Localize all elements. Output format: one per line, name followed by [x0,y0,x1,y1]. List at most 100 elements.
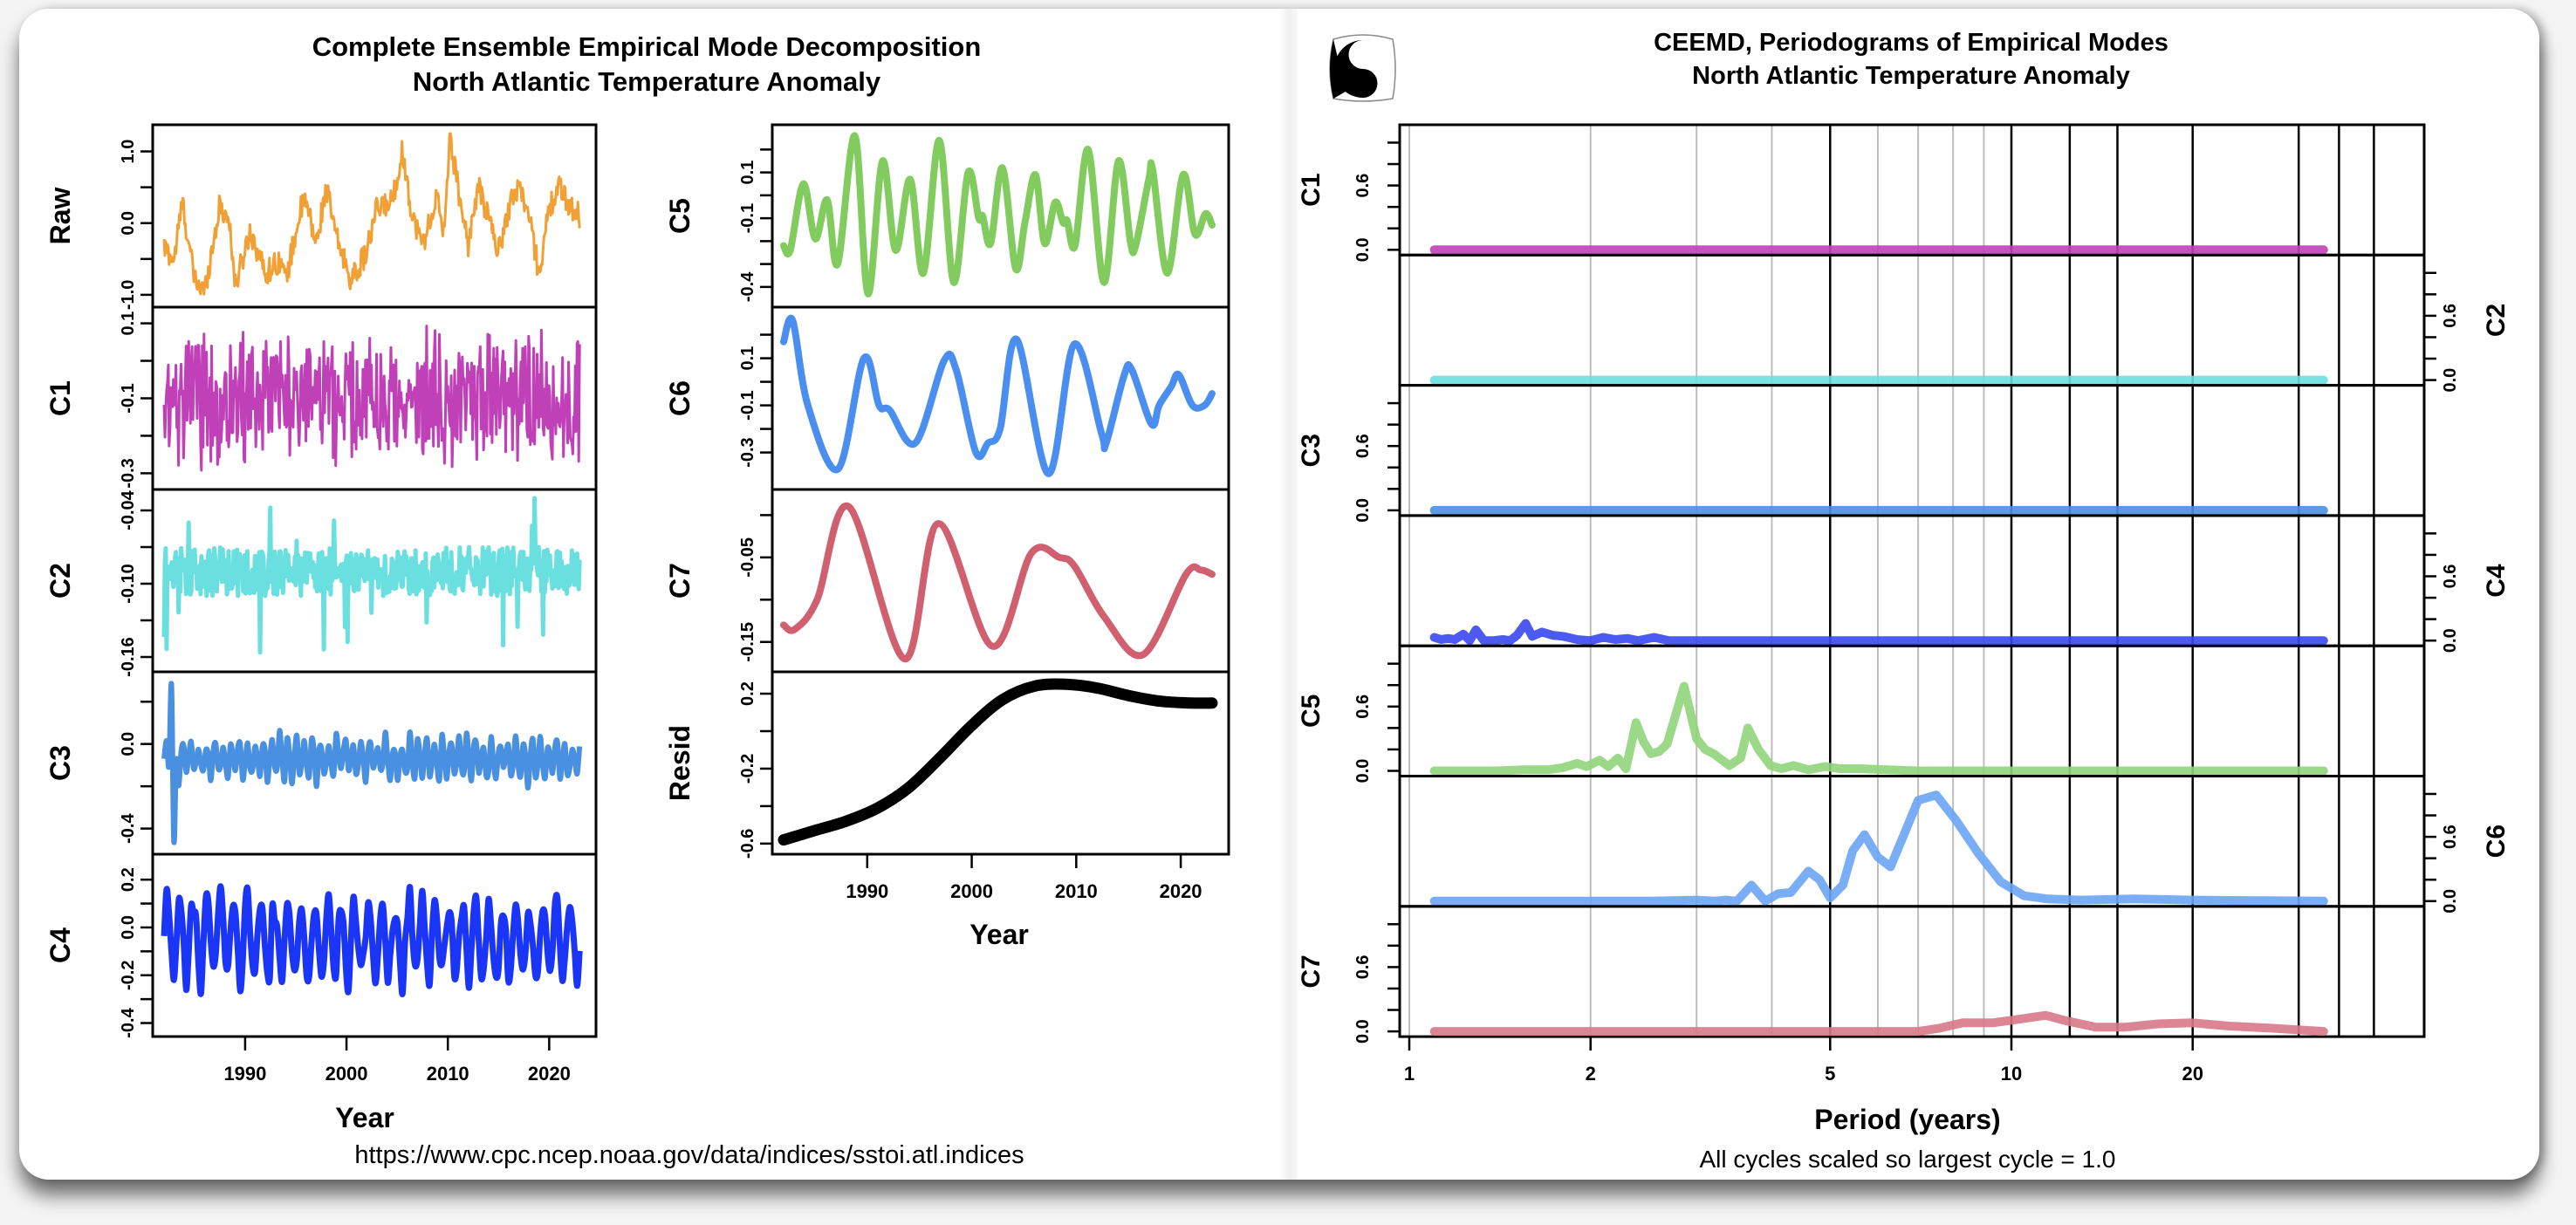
y-tick-label: 0.0 [2441,368,2460,393]
y-tick-label: 0.0 [119,915,138,940]
panel-frame [1398,253,2426,387]
periodogram-panels: 0.0 0.6 C1 0.0 0.6 C2 0.0 0.6 C3 0.0 0.6 C4 0.0 0.6 C5… [1297,123,2511,1085]
x-tick-label: 10 [2001,1063,2022,1085]
left-xlabel: Year [335,1102,394,1133]
series-line-raw [162,132,581,296]
y-tick-label: -0.3 [119,458,138,488]
panel-frame [1398,384,2426,517]
series-label-c1: C1 [45,380,76,416]
y-tick-label: 0.1 [119,311,138,336]
series-label-c7: C7 [664,563,695,599]
yin-yang-logo-icon [1329,34,1396,102]
y-tick-label: -1.0 [119,280,138,310]
y-tick-label: 0.0 [1353,1019,1373,1044]
y-tick-label: -0.4 [738,271,757,302]
panel-resid: -0.6 -0.2 0.2 Resid [664,670,1230,859]
series-line-c6 [780,314,1216,477]
series-label-resid: Resid [664,725,695,801]
panel-frame [1398,905,2426,1038]
x-tick-label: 2000 [950,880,993,902]
x-tick-label: 2020 [1160,880,1202,902]
y-tick-label: 0.6 [2441,825,2460,849]
series-label-c5: C5 [664,198,695,234]
series-label-raw: Raw [45,187,76,244]
y-tick-label: 0.0 [119,732,138,756]
y-tick-label: 0.6 [2441,304,2460,328]
y-tick-label: 0.2 [119,867,138,892]
series-line-resid [778,678,1218,846]
x-tick-label: 2 [1586,1063,1596,1085]
x-tick-label: 2000 [325,1063,368,1085]
x-tick-label: 2010 [1055,880,1098,902]
periodogram-panel-c2: 0.0 0.6 C2 [1398,253,2511,393]
y-tick-label: -0.2 [738,754,757,784]
series-line-c1 [162,325,581,472]
x-tick-label: 20 [2182,1063,2203,1085]
series-line-c6 [1429,790,2328,906]
source-url[interactable]: https://www.cpc.ncep.noaa.gov/data/indic… [354,1141,1024,1169]
y-tick-label: -0.1 [738,203,757,233]
y-tick-label: -0.2 [119,961,138,990]
y-tick-label: -0.3 [738,437,757,467]
panel-frame [1398,514,2426,647]
left-title-line1: Complete Ensemble Empirical Mode Decompo… [312,31,982,62]
x-tick-label: 1990 [846,880,888,902]
y-tick-label: 0.0 [1353,498,1373,523]
y-tick-label: 0.0 [2441,628,2460,653]
series-line-c3 [161,681,583,845]
panel-frame [771,670,1230,856]
y-tick-label: -0.4 [119,813,138,844]
y-tick-label: 0.6 [2441,565,2460,589]
series-label-c4: C4 [2482,564,2511,598]
y-tick-label: 0.6 [1353,955,1373,979]
periodogram-panel-c6: 0.0 0.6 C6 [1398,775,2511,914]
y-tick-label: -0.4 [119,1007,138,1037]
left-title-line2: North Atlantic Temperature Anomaly [413,66,881,97]
y-tick-label: 0.6 [1353,695,1373,719]
series-label-c3: C3 [45,745,76,781]
y-tick-label: 0.2 [738,681,757,706]
x-tick-label: 1 [1404,1063,1415,1085]
panel-c5: -0.4 -0.1 0.1 C5 [664,123,1230,309]
right-title-line1: CEEMD, Periodograms of Empirical Modes [1654,29,2168,57]
panel-frame [151,852,598,1038]
panel-c2: -0.16 -0.10 -0.04 C2 [45,488,598,677]
y-tick-label: -0.1 [738,390,757,420]
series-label-c7: C7 [1297,955,1326,988]
series-line-c2 [161,496,582,655]
y-tick-label: 0.0 [1353,759,1373,784]
panel-c3: -0.4 0.0 C3 [45,670,598,856]
y-tick-label: 0.6 [1353,174,1373,198]
periodogram-panel-c4: 0.0 0.6 C4 [1398,514,2511,653]
periodogram-panel-c3: 0.0 0.6 C3 [1297,384,2426,523]
panel-c7: -0.15 -0.05 C7 [664,488,1230,674]
y-tick-label: -0.05 [738,537,757,578]
series-line-c5 [1429,681,2328,776]
periodogram-panel-c1: 0.0 0.6 C1 [1297,123,2426,262]
series-label-c6: C6 [664,380,695,416]
series-line-c4 [161,883,583,997]
x-tick-label: 2010 [427,1063,469,1085]
y-tick-label: 0.0 [1353,237,1373,262]
series-label-c4: C4 [45,927,76,963]
middle-xlabel: Year [969,919,1029,950]
y-tick-label: -0.04 [119,489,138,530]
x-tick-label: 5 [1825,1063,1835,1085]
y-tick-label: 0.0 [119,211,138,236]
panel-c1: -0.3 -0.1 0.1 C1 [45,305,598,491]
right-title-line2: North Atlantic Temperature Anomaly [1692,62,2130,90]
y-tick-label: -0.15 [738,622,757,662]
panel-c6: -0.3 -0.1 0.1 C6 [664,305,1230,491]
series-line-c4 [1429,619,2328,646]
periodogram-panel-c7: 0.0 0.6 C7 [1297,905,2426,1044]
y-tick-label: 0.0 [2441,889,2460,914]
y-tick-label: -0.16 [119,637,138,677]
series-label-c1: C1 [1297,173,1326,206]
y-tick-label: -0.1 [119,383,138,413]
panel-frame [1398,123,2426,257]
series-line-c5 [780,132,1216,298]
panel-divider [1278,9,1298,1180]
x-tick-label: 1990 [223,1063,266,1085]
right-subtitle: All cycles scaled so largest cycle = 1.0 [1700,1146,2116,1173]
